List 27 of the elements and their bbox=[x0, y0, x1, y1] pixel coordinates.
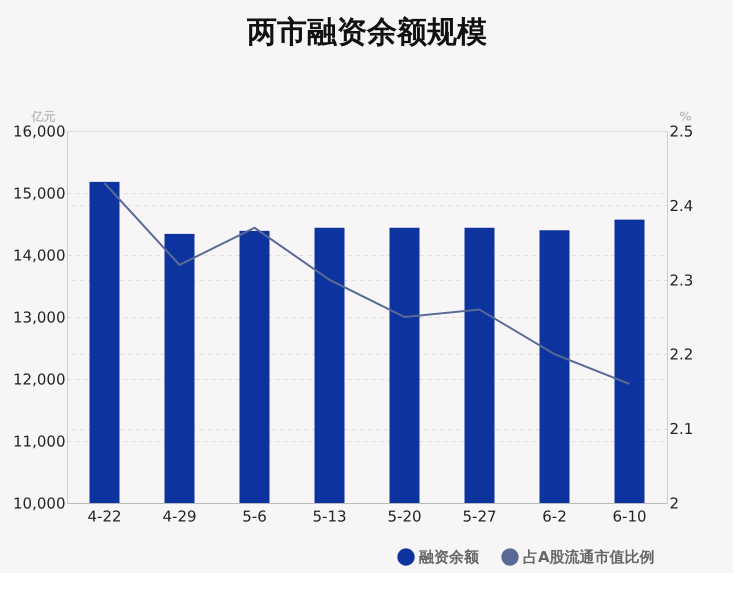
y-axis-title: 亿元 bbox=[30, 110, 56, 124]
legend-label: 占A股流通市值比例 bbox=[523, 548, 655, 566]
x-tick-label: 5-27 bbox=[462, 508, 497, 526]
x-tick-label: 6-10 bbox=[612, 508, 647, 526]
x-tick-label: 5-13 bbox=[312, 508, 347, 526]
line-series bbox=[104, 182, 630, 385]
x-tick-label: 4-22 bbox=[87, 508, 122, 526]
y-tick-label: 10,000 bbox=[13, 494, 66, 512]
y2-tick-label: 2.5 bbox=[670, 122, 694, 140]
y2-tick-label: 2 bbox=[670, 494, 680, 512]
y-tick-label: 12,000 bbox=[13, 370, 66, 388]
y-tick-label: 16,000 bbox=[13, 122, 66, 140]
legend-label: 融资余额 bbox=[419, 548, 480, 566]
y2-tick-label: 2.1 bbox=[670, 420, 694, 438]
x-tick-label: 6-2 bbox=[542, 508, 567, 526]
x-tick-label: 5-20 bbox=[387, 508, 422, 526]
x-tick-label: 5-6 bbox=[242, 508, 267, 526]
y-tick-label: 15,000 bbox=[13, 184, 66, 202]
y2-tick-label: 2.4 bbox=[670, 196, 694, 215]
y2-tick-label: 2.2 bbox=[670, 346, 694, 364]
y-tick-label: 14,000 bbox=[13, 246, 66, 264]
y-tick-label: 13,000 bbox=[13, 308, 66, 326]
y2-axis-title: % bbox=[680, 110, 692, 124]
chart-title: 两市融资余额规模 bbox=[246, 15, 487, 50]
x-tick-label: 4-29 bbox=[162, 508, 197, 526]
y2-tick-label: 2.3 bbox=[670, 271, 694, 290]
y-tick-label: 11,000 bbox=[13, 432, 66, 450]
